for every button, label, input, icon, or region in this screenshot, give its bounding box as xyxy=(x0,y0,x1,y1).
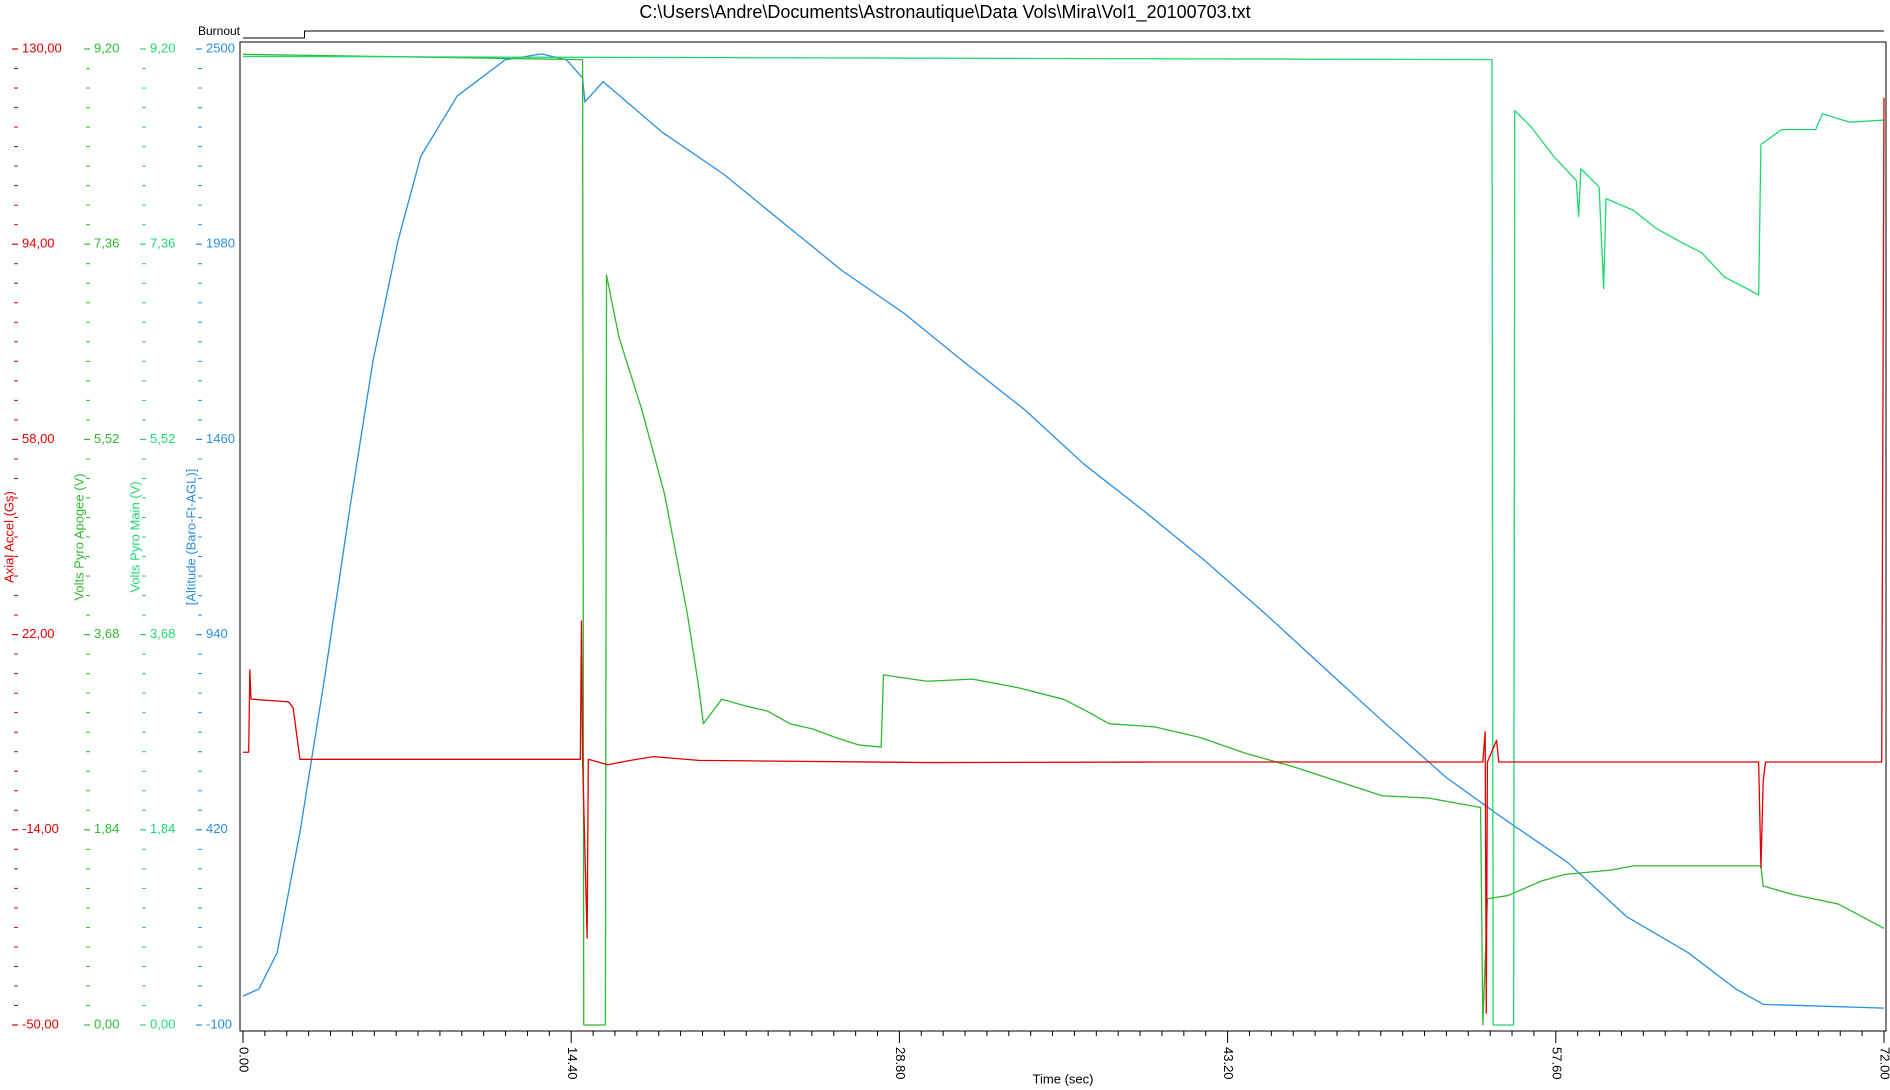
series-line xyxy=(242,53,1885,1026)
y-tick-label: 0,00 xyxy=(94,1016,119,1031)
y-tick-label: -14,00 xyxy=(22,821,59,836)
y-tick-label: 2500 xyxy=(206,40,235,55)
y-tick-label: 5,52 xyxy=(150,431,175,446)
event-marker xyxy=(243,30,1884,39)
x-tick-label: 0.00 xyxy=(237,1047,252,1072)
y-axis-title: [Altitude (Baro-Ft-AGL)] xyxy=(183,469,198,606)
x-tick-label: 28.80 xyxy=(893,1047,908,1080)
y-tick-label: 7,36 xyxy=(150,236,175,251)
y-tick-label: 940 xyxy=(206,626,228,641)
event-label: Burnout xyxy=(198,24,241,38)
x-tick-label: 72.00 xyxy=(1878,1047,1890,1080)
y-tick-label: 420 xyxy=(206,821,228,836)
y-axis-title: Volts Pyro Main (V) xyxy=(127,481,142,592)
y-tick-label: 9,20 xyxy=(150,40,175,55)
y-tick-label: 1980 xyxy=(206,236,235,251)
x-tick-label: 57.60 xyxy=(1549,1047,1564,1080)
series-line xyxy=(242,55,1885,1026)
y-tick-label: 1,84 xyxy=(94,821,119,836)
y-tick-label: 1,84 xyxy=(150,821,175,836)
y-tick-label: 3,68 xyxy=(150,626,175,641)
y-axis-title: Volts Pyro Apogee (V) xyxy=(71,473,86,600)
x-axis-title: Time (sec) xyxy=(1033,1071,1094,1086)
y-tick-label: 58,00 xyxy=(22,431,55,446)
y-tick-label: 9,20 xyxy=(94,40,119,55)
y-tick-label: 7,36 xyxy=(94,236,119,251)
y-tick-label: -100 xyxy=(206,1016,232,1031)
y-tick-label: 22,00 xyxy=(22,626,55,641)
y-tick-label: 5,52 xyxy=(94,431,119,446)
y-axis-title: Axial Accel (Gs) xyxy=(1,491,16,583)
y-tick-label: 0,00 xyxy=(150,1016,175,1031)
plot-frame xyxy=(239,41,1887,1032)
x-tick-label: 14.40 xyxy=(565,1047,580,1080)
y-tick-label: 3,68 xyxy=(94,626,119,641)
y-tick-label: -50,00 xyxy=(22,1016,59,1031)
y-tick-label: 130,00 xyxy=(22,40,62,55)
series-line xyxy=(242,53,1885,1009)
y-tick-label: 1460 xyxy=(206,431,235,446)
x-tick-label: 43.20 xyxy=(1221,1047,1236,1080)
chart-title: C:\Users\Andre\Documents\Astronautique\D… xyxy=(639,2,1250,23)
series-line xyxy=(243,97,1885,1014)
y-tick-label: 94,00 xyxy=(22,236,55,251)
